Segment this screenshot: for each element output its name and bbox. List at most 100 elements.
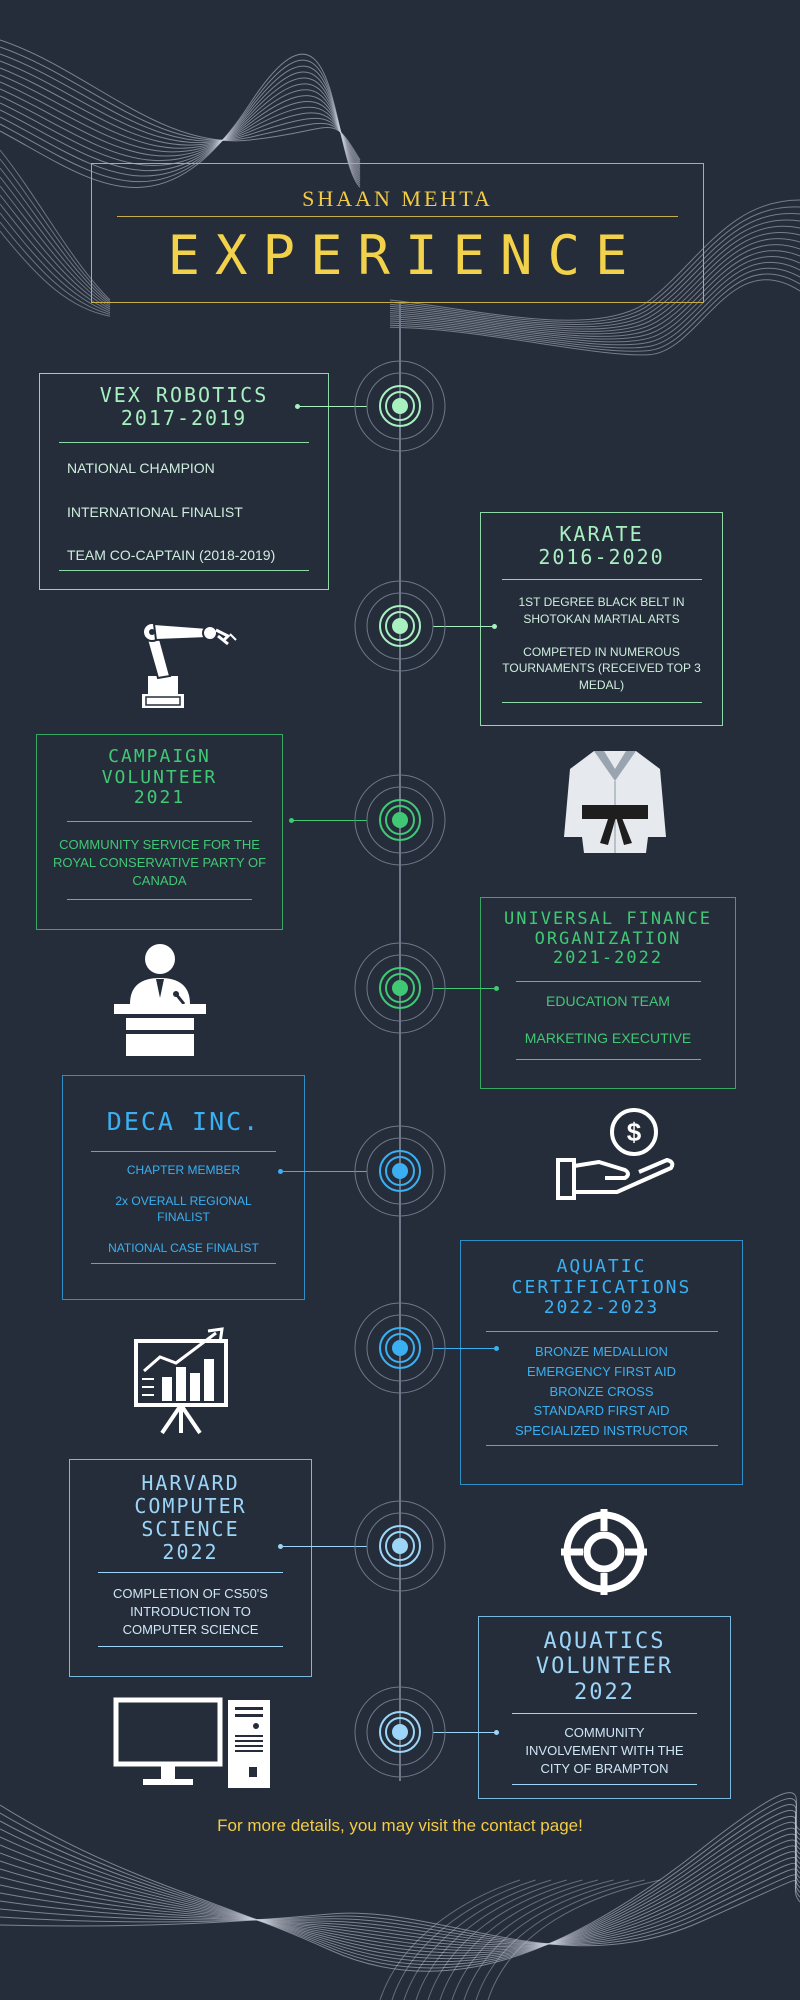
timeline-connector: [295, 404, 367, 409]
timeline-node: [354, 360, 446, 452]
timeline-node: [354, 1302, 446, 1394]
decorative-wave-line: [389, 267, 800, 349]
timeline-spine: [399, 303, 401, 1781]
timeline-node: [354, 1125, 446, 1217]
decorative-wave-line: [0, 1862, 800, 1945]
decorative-wave-line: [391, 1879, 536, 2000]
decorative-wave-line: [0, 39, 361, 161]
decorative-wave-line: [389, 244, 800, 337]
card-divider: [512, 1712, 697, 1714]
card-divider: [98, 1645, 283, 1647]
timeline-node: [354, 942, 446, 1034]
footer-note: For more details, you may visit the cont…: [217, 1816, 583, 1835]
decorative-wave-line: [0, 1833, 800, 1951]
card-item: NATIONAL CHAMPION: [67, 460, 215, 476]
card-divider: [67, 821, 252, 823]
card-divider: [91, 1262, 276, 1264]
decorative-wave-line: [439, 1879, 599, 2000]
decorative-wave-line: [0, 1856, 800, 1945]
timeline-connector: [433, 1346, 499, 1351]
decorative-wave-line: [415, 1879, 567, 2000]
timeline-connector: [433, 624, 497, 629]
decorative-wave-line: [379, 1879, 521, 2000]
timeline-connector: [289, 818, 367, 823]
decorative-wave-line: [389, 213, 800, 326]
card-divider: [515, 1058, 701, 1060]
decorative-wave-line: [0, 1809, 800, 1963]
card-divider: [512, 1784, 697, 1786]
decorative-wave-line: [0, 158, 111, 303]
card-divider: [59, 569, 309, 571]
decorative-wave-line: [463, 1879, 630, 2000]
timeline-node: [354, 1500, 446, 1592]
decorative-wave-line: [0, 60, 361, 167]
decorative-wave-line: [0, 1821, 800, 1957]
card-title: AQUATIC CERTIFICATIONS 2022-2023: [511, 1256, 692, 1319]
timeline-card-aquatic-certifications: AQUATIC CERTIFICATIONS 2022-2023 BRONZE …: [460, 1240, 743, 1485]
decorative-wave-line: [0, 221, 111, 315]
decorative-wave-line: [475, 1879, 645, 2000]
timeline-card-campaign-volunteer: CAMPAIGN VOLUNTEER 2021 COMMUNITY SERVIC…: [36, 734, 283, 930]
decorative-wave-line: [0, 1880, 800, 1947]
decorative-wave-line: [0, 1827, 800, 1954]
card-title: AQUATICS VOLUNTEER 2022: [535, 1629, 674, 1705]
card-divider: [98, 1572, 283, 1573]
card-divider: [515, 980, 701, 982]
card-item: EDUCATION TEAM: [546, 992, 670, 1009]
card-item: TEAM CO-CAPTAIN (2018-2019): [67, 547, 276, 564]
card-divider: [501, 579, 702, 580]
decorative-wave-line: [389, 279, 800, 356]
person-name: SHAAN MEHTA: [302, 186, 493, 211]
card-item: COMPLETION OF CS50'S INTRODUCTION TO COM…: [113, 1586, 268, 1638]
decorative-wave-line: [0, 176, 111, 306]
decorative-wave-line: [0, 74, 361, 171]
decorative-wave-line: [0, 1839, 800, 1949]
decorative-wave-line: [0, 194, 111, 310]
timeline-connector: [278, 1169, 367, 1174]
desktop-computer-icon: [113, 1697, 270, 1788]
timeline-node: [354, 1686, 446, 1778]
card-item: COMPETED IN NUMEROUS TOURNAMENTS (RECEIV…: [502, 644, 701, 693]
decorative-wave-line: [389, 219, 800, 328]
decorative-wave-line: [389, 206, 800, 323]
decorative-wave-line: [0, 167, 111, 304]
decorative-wave-line: [0, 53, 361, 188]
decorative-wave-line: [0, 1874, 800, 1946]
header-box: SHAAN MEHTA EXPERIENCE: [91, 163, 704, 303]
karate-gi-icon: [564, 751, 666, 853]
timeline-card-universal-finance: UNIVERSAL FINANCE ORGANIZATION 2021-2022…: [480, 897, 736, 1089]
timeline-card-vex-robotics: VEX ROBOTICS 2017-2019 NATIONAL CHAMPION…: [39, 373, 329, 590]
decorative-wave-line: [0, 230, 111, 317]
timeline-node: [354, 774, 446, 866]
card-divider: [67, 898, 252, 900]
timeline-card-harvard-cs: HARVARD COMPUTER SCIENCE 2022 COMPLETION…: [69, 1459, 312, 1677]
decorative-wave-line: [0, 149, 111, 301]
card-title: KARATE 2016-2020: [538, 522, 665, 569]
decorative-wave-line: [487, 1879, 661, 2000]
decorative-wave-line: [0, 212, 111, 314]
card-title: UNIVERSAL FINANCE ORGANIZATION 2021-2022: [504, 909, 712, 969]
card-divider: [485, 1444, 718, 1446]
card-divider: [485, 1331, 718, 1333]
decorative-wave-line: [0, 1845, 800, 1947]
card-item: INTERNATIONAL FINALIST: [67, 503, 243, 520]
timeline-connector: [278, 1544, 367, 1549]
decorative-wave-line: [389, 273, 800, 352]
decorative-wave-line: [0, 1798, 800, 1969]
decorative-wave-line: [389, 232, 800, 332]
presentation-chart-icon: [134, 1327, 228, 1435]
decorative-wave-line: [389, 225, 800, 330]
decorative-wave-line: [0, 1815, 800, 1960]
decorative-wave-line: [0, 203, 111, 312]
decorative-wave-line: [0, 1851, 800, 1946]
card-item: COMMUNITY SERVICE FOR THE ROYAL CONSERVA…: [52, 837, 267, 889]
decorative-wave-line: [0, 1792, 800, 1972]
decorative-wave-line: [389, 256, 800, 343]
decorative-wave-line: [389, 199, 800, 321]
card-divider: [59, 442, 309, 443]
decorative-wave-line: [389, 238, 800, 335]
decorative-wave-line: [389, 250, 800, 340]
decorative-wave-line: [427, 1879, 583, 2000]
card-title: HARVARD COMPUTER SCIENCE 2022: [134, 1471, 247, 1564]
